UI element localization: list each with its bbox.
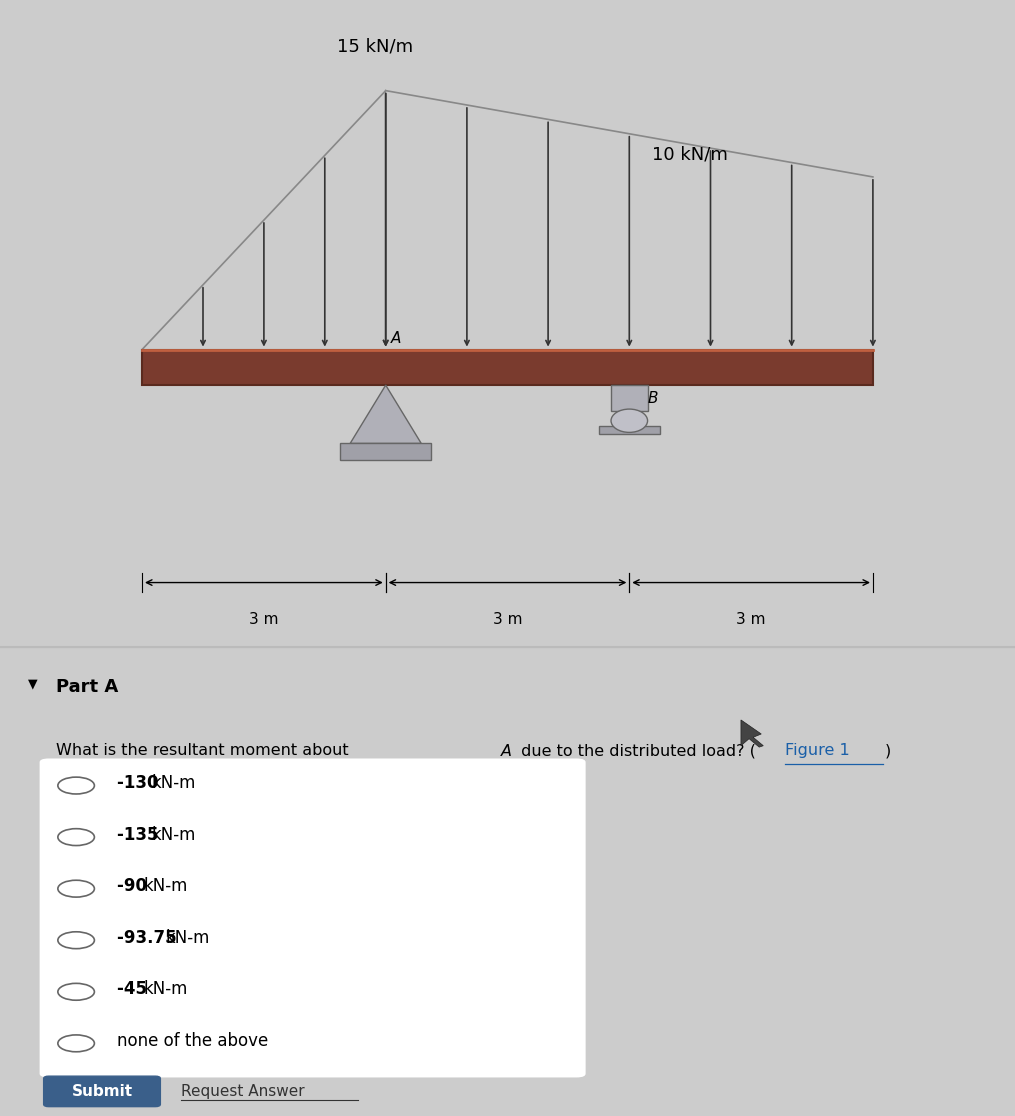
Text: Submit: Submit <box>71 1084 133 1099</box>
Circle shape <box>58 932 94 949</box>
Text: ▼: ▼ <box>28 677 38 691</box>
Circle shape <box>58 983 94 1000</box>
Text: What is the resultant moment about: What is the resultant moment about <box>56 743 353 759</box>
Text: ): ) <box>885 743 891 759</box>
Text: kN-m: kN-m <box>151 826 196 844</box>
FancyBboxPatch shape <box>142 349 873 385</box>
Text: 15 kN/m: 15 kN/m <box>337 37 414 55</box>
FancyBboxPatch shape <box>44 1076 160 1107</box>
Polygon shape <box>350 385 421 443</box>
Text: 3 m: 3 m <box>249 612 279 627</box>
Text: Figure 1: Figure 1 <box>785 743 850 759</box>
Circle shape <box>58 881 94 897</box>
Text: none of the above: none of the above <box>117 1032 268 1050</box>
Text: -45: -45 <box>117 981 152 999</box>
Text: 3 m: 3 m <box>736 612 766 627</box>
Polygon shape <box>741 720 763 747</box>
Circle shape <box>58 1035 94 1051</box>
Text: kN-m: kN-m <box>151 775 196 792</box>
Text: 10 kN/m: 10 kN/m <box>653 145 728 163</box>
Text: Part A: Part A <box>56 677 118 695</box>
Text: -135: -135 <box>117 826 164 844</box>
Text: 3 m: 3 m <box>492 612 523 627</box>
Text: -93.75: -93.75 <box>117 929 182 946</box>
Text: -90: -90 <box>117 877 152 895</box>
Text: -130: -130 <box>117 775 164 792</box>
Text: Request Answer: Request Answer <box>181 1084 304 1099</box>
Text: kN-m: kN-m <box>144 877 188 895</box>
Circle shape <box>58 777 94 793</box>
Text: due to the distributed load? (: due to the distributed load? ( <box>516 743 755 759</box>
Text: A: A <box>391 331 401 346</box>
FancyBboxPatch shape <box>39 758 587 1078</box>
Circle shape <box>58 829 94 846</box>
Text: kN-m: kN-m <box>144 981 188 999</box>
FancyBboxPatch shape <box>340 443 431 460</box>
Circle shape <box>611 410 648 432</box>
FancyBboxPatch shape <box>599 426 660 434</box>
Text: $\mathit{A}$: $\mathit{A}$ <box>500 743 514 759</box>
FancyBboxPatch shape <box>611 385 648 411</box>
Text: B: B <box>648 391 658 405</box>
Text: kN-m: kN-m <box>165 929 210 946</box>
